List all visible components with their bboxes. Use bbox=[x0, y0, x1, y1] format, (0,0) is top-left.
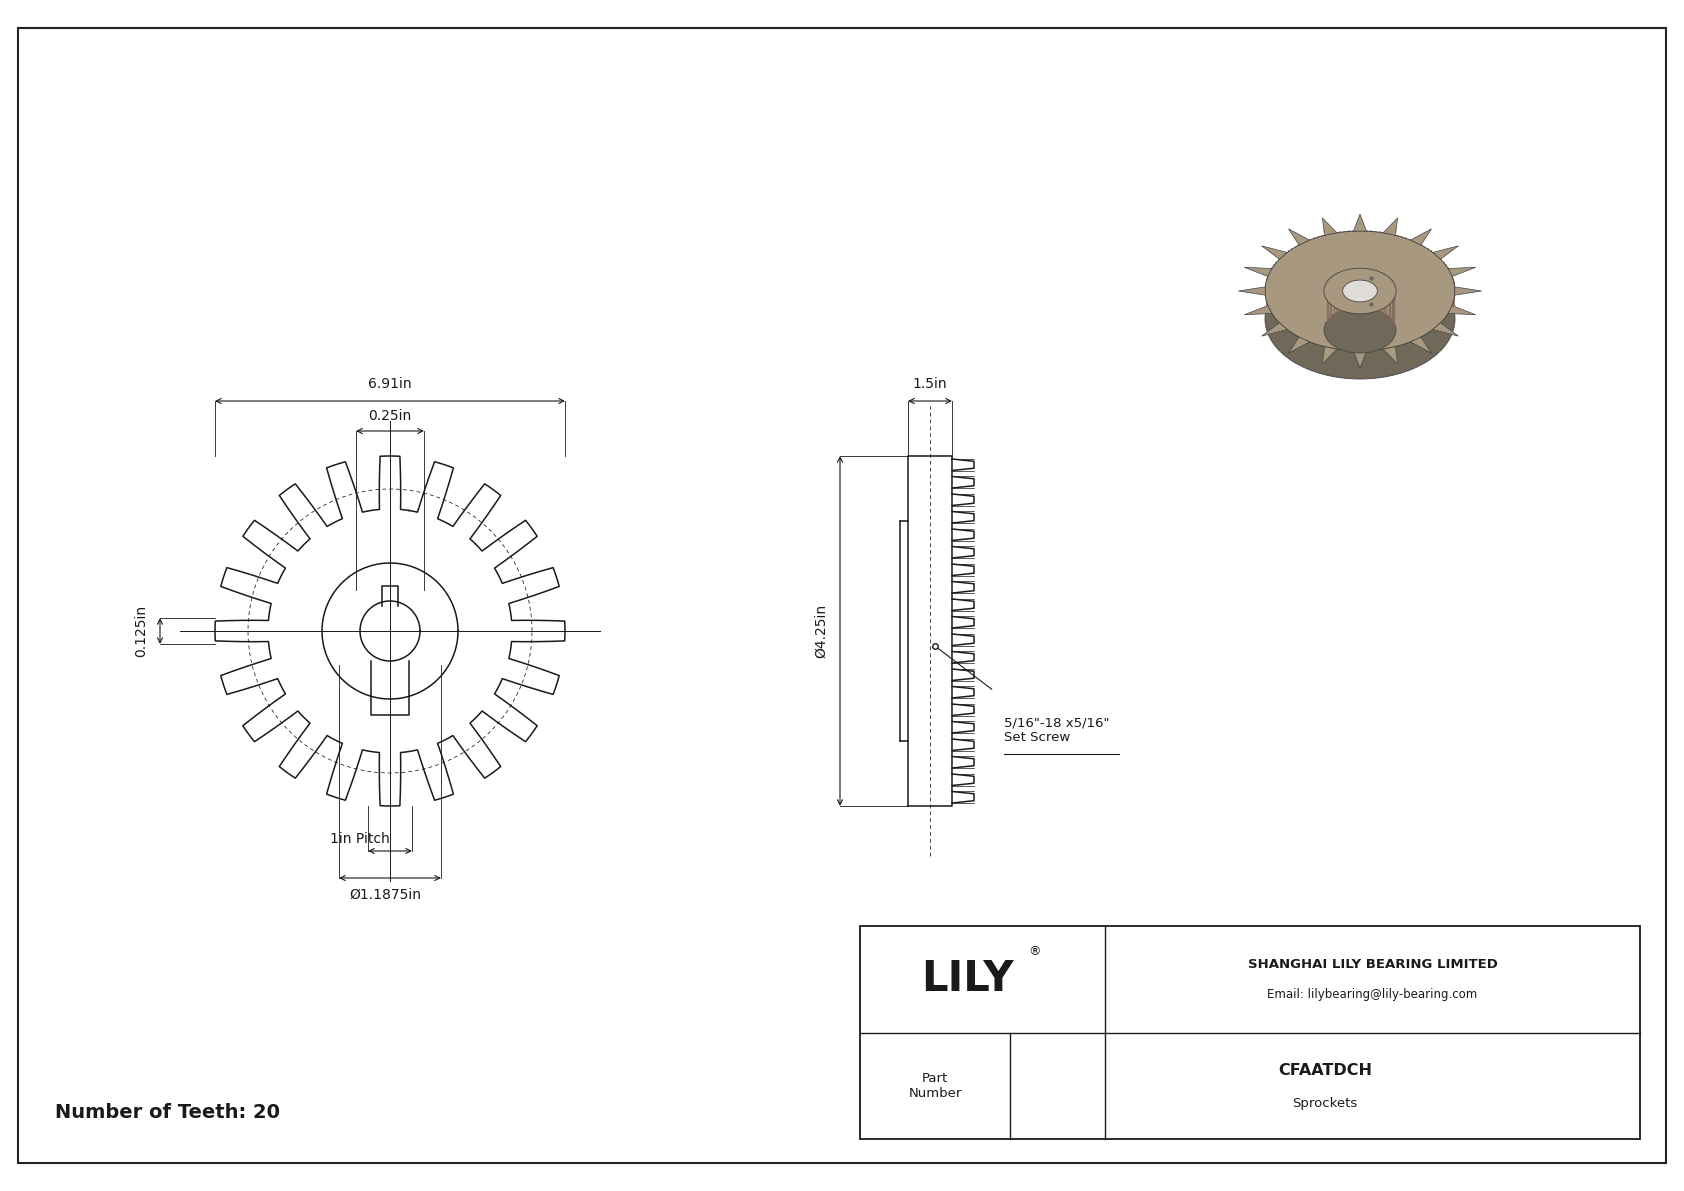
Ellipse shape bbox=[1265, 258, 1455, 379]
Polygon shape bbox=[1383, 218, 1398, 236]
Polygon shape bbox=[1322, 347, 1337, 364]
Polygon shape bbox=[1383, 347, 1398, 364]
Ellipse shape bbox=[1342, 280, 1378, 303]
Polygon shape bbox=[1411, 337, 1431, 354]
Polygon shape bbox=[1354, 214, 1366, 231]
Polygon shape bbox=[1448, 306, 1475, 314]
Ellipse shape bbox=[1265, 231, 1455, 351]
Bar bbox=[861, 925, 1640, 1139]
Polygon shape bbox=[1322, 218, 1337, 236]
Polygon shape bbox=[1411, 229, 1431, 245]
Text: Number of Teeth: 20: Number of Teeth: 20 bbox=[56, 1104, 280, 1122]
Text: Sprockets: Sprockets bbox=[1292, 1097, 1357, 1110]
Text: 1in Pitch: 1in Pitch bbox=[330, 833, 389, 846]
Text: SHANGHAI LILY BEARING LIMITED: SHANGHAI LILY BEARING LIMITED bbox=[1248, 958, 1497, 971]
Text: CFAATDCH: CFAATDCH bbox=[1278, 1064, 1372, 1078]
Polygon shape bbox=[1288, 229, 1310, 245]
Polygon shape bbox=[1448, 267, 1475, 276]
Text: 1.5in: 1.5in bbox=[913, 378, 948, 391]
Text: Email: lilybearing@lily-bearing.com: Email: lilybearing@lily-bearing.com bbox=[1268, 987, 1477, 1000]
Polygon shape bbox=[1354, 351, 1366, 368]
Polygon shape bbox=[1238, 287, 1265, 295]
Polygon shape bbox=[1455, 287, 1482, 295]
Text: Part
Number: Part Number bbox=[908, 1072, 962, 1099]
Text: ®: ® bbox=[1029, 944, 1041, 958]
Polygon shape bbox=[1244, 306, 1271, 314]
Polygon shape bbox=[1433, 323, 1458, 336]
Text: 5/16"-18 x5/16"
Set Screw: 5/16"-18 x5/16" Set Screw bbox=[1004, 716, 1110, 744]
Text: Ø1.1875in: Ø1.1875in bbox=[349, 888, 421, 902]
Polygon shape bbox=[1288, 337, 1310, 354]
Text: LILY: LILY bbox=[921, 959, 1014, 1000]
Text: 6.91in: 6.91in bbox=[369, 378, 413, 391]
Polygon shape bbox=[1244, 267, 1271, 276]
Text: Ø4.25in: Ø4.25in bbox=[813, 604, 829, 659]
Text: 0.25in: 0.25in bbox=[369, 409, 411, 423]
Ellipse shape bbox=[1324, 268, 1396, 313]
Ellipse shape bbox=[1324, 307, 1396, 353]
Text: 0.125in: 0.125in bbox=[135, 605, 148, 657]
Polygon shape bbox=[1261, 245, 1287, 260]
Polygon shape bbox=[1261, 323, 1287, 336]
Polygon shape bbox=[1433, 245, 1458, 260]
